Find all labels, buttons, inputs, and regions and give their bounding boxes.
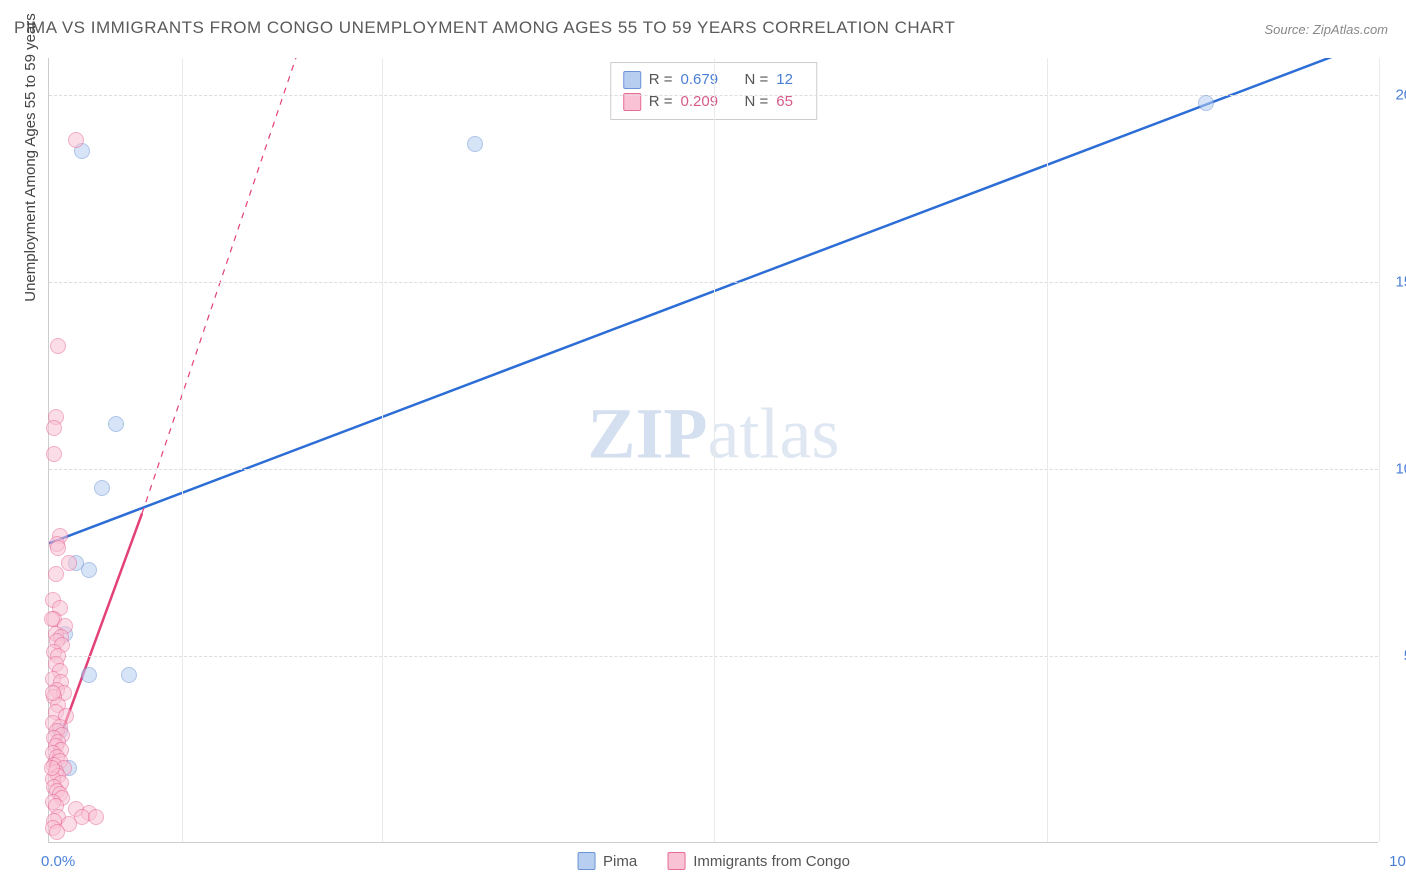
data-point — [81, 667, 97, 683]
gridline-v — [182, 58, 183, 842]
data-point — [61, 555, 77, 571]
data-point — [50, 338, 66, 354]
chart-title: PIMA VS IMMIGRANTS FROM CONGO UNEMPLOYME… — [14, 18, 955, 38]
gridline-v — [382, 58, 383, 842]
legend-item: Pima — [577, 852, 637, 870]
data-point — [88, 809, 104, 825]
data-point — [49, 824, 65, 840]
data-point — [44, 760, 60, 776]
legend-label: Pima — [603, 853, 637, 870]
r-value: 0.209 — [681, 91, 737, 113]
legend-swatch — [577, 852, 595, 870]
legend-swatch — [667, 852, 685, 870]
gridline-v — [1047, 58, 1048, 842]
data-point — [81, 562, 97, 578]
r-label: R = — [649, 91, 673, 113]
data-point — [46, 446, 62, 462]
data-point — [50, 540, 66, 556]
trend-line — [142, 58, 315, 513]
n-label: N = — [745, 69, 769, 91]
data-point — [45, 685, 61, 701]
scatter-plot: ZIPatlas R =0.679N =12R =0.209N =65 Pima… — [48, 58, 1378, 843]
legend-label: Immigrants from Congo — [693, 853, 850, 870]
data-point — [1198, 95, 1214, 111]
gridline-v — [1379, 58, 1380, 842]
n-label: N = — [745, 91, 769, 113]
x-tick-min: 0.0% — [41, 853, 75, 870]
data-point — [108, 416, 124, 432]
n-value: 65 — [776, 91, 804, 113]
data-point — [46, 420, 62, 436]
data-point — [121, 667, 137, 683]
x-tick-max: 100.0% — [1389, 853, 1406, 870]
legend-item: Immigrants from Congo — [667, 852, 850, 870]
y-tick-label: 10.0% — [1383, 461, 1406, 478]
series-legend: Pima Immigrants from Congo — [577, 852, 850, 870]
data-point — [68, 132, 84, 148]
y-tick-label: 15.0% — [1383, 274, 1406, 291]
y-axis-label: Unemployment Among Ages 55 to 59 years — [22, 13, 39, 302]
r-label: R = — [649, 69, 673, 91]
legend-swatch — [623, 71, 641, 89]
source-label: Source: ZipAtlas.com — [1264, 22, 1388, 37]
r-value: 0.679 — [681, 69, 737, 91]
data-point — [467, 136, 483, 152]
y-tick-label: 5.0% — [1383, 648, 1406, 665]
n-value: 12 — [776, 69, 804, 91]
gridline-v — [714, 58, 715, 842]
data-point — [48, 566, 64, 582]
data-point — [94, 480, 110, 496]
y-tick-label: 20.0% — [1383, 87, 1406, 104]
data-point — [44, 611, 60, 627]
